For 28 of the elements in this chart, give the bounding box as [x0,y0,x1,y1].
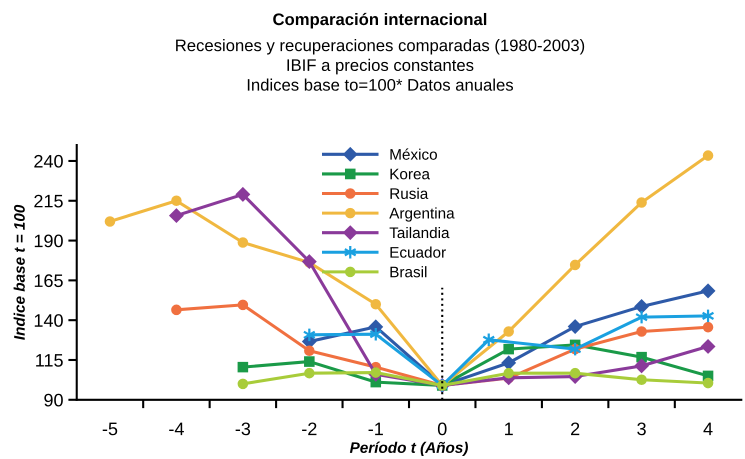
y-tick-label: 190 [34,234,63,248]
legend-label: Tailandia [390,226,450,238]
x-tick-label: 1 [505,422,513,436]
x-tick-label: -1 [368,422,383,436]
legend-label: Ecuador [390,246,446,258]
x-tick-label: -3 [236,422,250,436]
chart-title: Comparación internacional [273,12,486,28]
y-tick-label: 115 [36,354,63,367]
legend-label: Argentina [389,207,455,222]
x-tick-label: -2 [302,422,316,436]
legend-label: México [390,148,437,160]
legend-label: Rusia [390,188,428,200]
x-tick-label: -4 [169,422,184,436]
chart-subtitle: Recesiones y recuperaciones comparadas (1980-2003) IBIF a precios constantes Indices base to=100* Datos anuales [176,39,584,91]
y-tick-label: 240 [34,154,63,168]
legend-label: Brasil [390,266,426,278]
x-tick-label: 2 [571,422,580,436]
y-tick-label: 165 [34,274,63,288]
x-tick-label: 0 [438,422,447,436]
x-tick-label: 3 [637,422,646,436]
x-tick-label: 4 [703,422,713,436]
x-axis-title: Período t (Años) [350,442,468,456]
y-axis-title: Indice base t = 100 [14,204,25,340]
y-tick-label: 215 [34,194,63,208]
y-tick-label: 90 [44,394,63,407]
legend-label: Korea [390,168,430,180]
y-tick-label: 140 [34,314,63,327]
x-tick-label: -5 [102,422,118,436]
